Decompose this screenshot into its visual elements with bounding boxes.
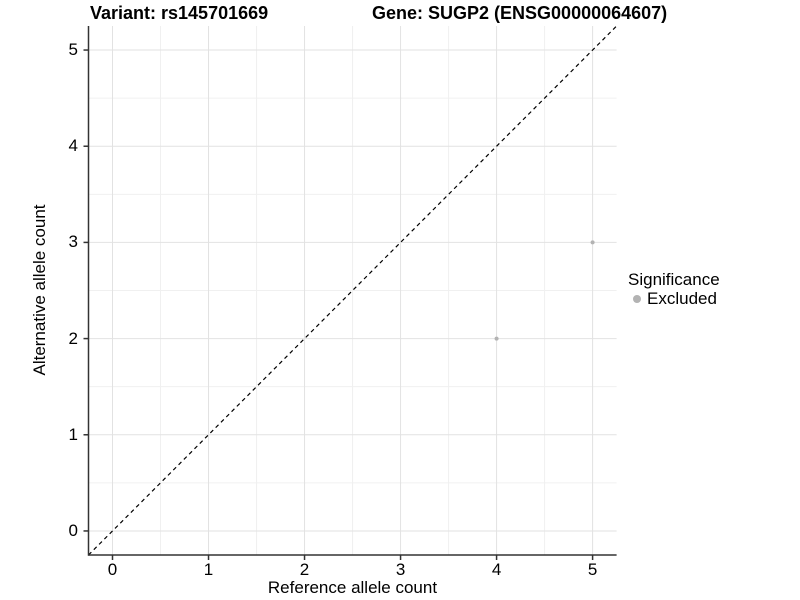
y-tick-label: 3 bbox=[68, 232, 78, 252]
gene-title: Gene: SUGP2 (ENSG00000064607) bbox=[372, 3, 668, 23]
y-tick-label: 5 bbox=[68, 40, 78, 60]
data-point bbox=[494, 336, 499, 341]
legend-item-label: Excluded bbox=[647, 289, 717, 308]
x-tick-label: 2 bbox=[299, 560, 310, 579]
y-tick-label: 4 bbox=[68, 136, 78, 156]
x-axis-title: Reference allele count bbox=[267, 578, 438, 597]
variant-title: Variant: rs145701669 bbox=[90, 3, 269, 23]
y-tick-label: 2 bbox=[68, 328, 78, 348]
x-tick-label: 3 bbox=[395, 560, 406, 579]
legend: Significance Excluded bbox=[628, 270, 720, 309]
legend-point-icon bbox=[633, 295, 641, 303]
data-point bbox=[590, 240, 595, 245]
x-tick-label: 0 bbox=[107, 560, 118, 579]
x-tick-label: 5 bbox=[587, 560, 598, 579]
identity-reference-line bbox=[88, 25, 618, 556]
y-tick-label: 0 bbox=[68, 520, 78, 540]
y-axis-title: Alternative allele count bbox=[30, 204, 49, 376]
legend-item-excluded: Excluded bbox=[633, 289, 720, 309]
y-tick-label: 1 bbox=[68, 424, 78, 444]
x-tick-label: 4 bbox=[491, 560, 502, 579]
legend-title: Significance bbox=[628, 270, 720, 289]
x-tick-label: 1 bbox=[203, 560, 214, 579]
